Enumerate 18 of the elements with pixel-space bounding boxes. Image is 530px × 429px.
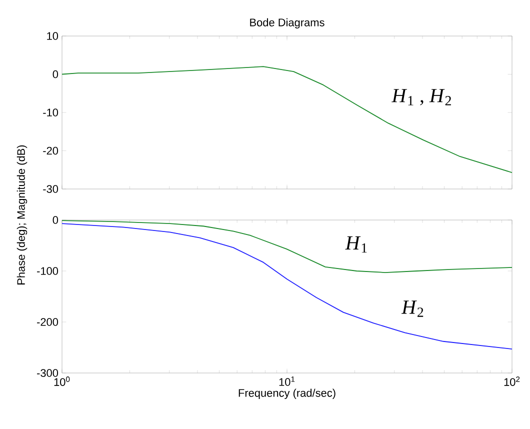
x-tick-label: 10$^{2}$ (504, 376, 520, 386)
chart-title: Bode Diagrams (250, 18, 324, 28)
y-tick-label: -200 (37, 318, 58, 326)
x-tick-label: 10$^{1}$ (279, 376, 295, 386)
y-tick-label: -300 (37, 369, 58, 377)
annotation: H$_{1}$ (345, 236, 367, 253)
y-tick-label: -30 (43, 185, 58, 193)
annotation: H$_{2}$ (401, 300, 424, 317)
y-tick-label: -100 (37, 267, 58, 275)
y-tick-label: -20 (43, 146, 58, 155)
annotation: H$_{1}$ , H$_{2}$ (392, 89, 451, 106)
y-tick-label: 0 (52, 70, 58, 78)
y-tick-label: 0 (52, 216, 58, 224)
y-tick-label: 10 (47, 32, 58, 40)
x-axis-title: Frequency (rad/sec) (238, 388, 336, 399)
x-tick-label: 10$^{0}$ (54, 376, 70, 386)
y-axis-title: Phase (deg); Magnitude (dB) (16, 145, 28, 284)
y-tick-label: -10 (43, 108, 58, 116)
